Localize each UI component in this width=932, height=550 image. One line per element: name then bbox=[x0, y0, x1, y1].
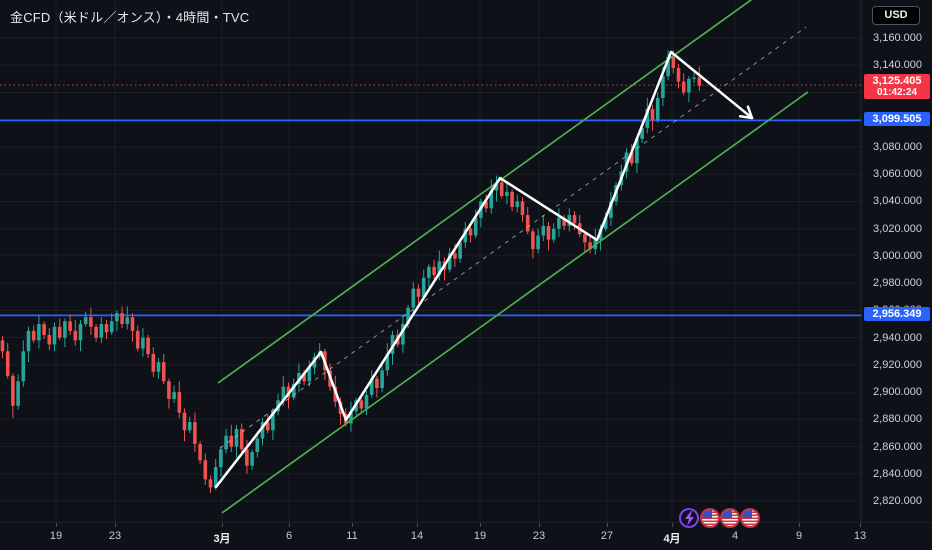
price-tick-label: 3,000.000 bbox=[873, 249, 922, 262]
time-tick-label: 23 bbox=[108, 530, 122, 542]
time-axis[interactable]: 19 23 3月 6 11 14 19 23 27 4月 4 9 13 bbox=[0, 522, 932, 550]
trend-channel[interactable] bbox=[217, 0, 809, 514]
time-tick bbox=[539, 523, 540, 527]
time-tick bbox=[799, 523, 800, 527]
time-tick-label: 3月 bbox=[213, 533, 231, 545]
time-tick bbox=[289, 523, 290, 527]
price-axis[interactable]: 3,160.0003,140.0003,120.0003,100.0003,08… bbox=[861, 0, 932, 522]
event-us-flag-icon[interactable] bbox=[700, 508, 720, 528]
time-tick-label: 4月 bbox=[663, 533, 681, 545]
time-tick-label: 11 bbox=[346, 530, 358, 542]
price-tick-label: 3,080.000 bbox=[873, 140, 922, 153]
price-tick-label: 3,060.000 bbox=[873, 168, 922, 181]
price-tick-label: 2,860.000 bbox=[873, 440, 922, 453]
price-tick-label: 2,980.000 bbox=[873, 277, 922, 290]
time-tick bbox=[860, 523, 861, 527]
price-tick-label: 2,880.000 bbox=[873, 413, 922, 426]
price-line-badge: 3,125.405 01:42:24 bbox=[864, 74, 930, 100]
time-tick bbox=[672, 523, 673, 527]
time-tick bbox=[480, 523, 481, 527]
currency-unit-button[interactable]: USD bbox=[872, 6, 920, 25]
time-tick bbox=[352, 523, 353, 527]
time-tick bbox=[115, 523, 116, 527]
time-tick-label: 13 bbox=[853, 530, 867, 542]
price-tick-label: 2,820.000 bbox=[873, 495, 922, 508]
horizontal-price-lines[interactable] bbox=[0, 84, 861, 317]
time-tick-label: 14 bbox=[410, 530, 424, 542]
price-tick-label: 3,160.000 bbox=[873, 32, 922, 44]
chart-canvas[interactable] bbox=[0, 0, 861, 522]
price-line-badge: 3,099.505 bbox=[864, 112, 930, 127]
time-tick bbox=[222, 523, 223, 527]
grid-lines bbox=[0, 0, 861, 522]
event-flash-icon[interactable] bbox=[679, 508, 699, 528]
time-tick bbox=[607, 523, 608, 527]
price-line-badge: 2,956.349 bbox=[864, 307, 930, 322]
candlestick-series bbox=[0, 50, 702, 493]
price-tick-label: 3,020.000 bbox=[873, 222, 922, 235]
time-tick-label: 9 bbox=[795, 530, 803, 542]
bar-countdown: 01:42:24 bbox=[876, 87, 918, 99]
time-tick-label: 6 bbox=[285, 530, 293, 542]
price-tick-label: 3,040.000 bbox=[873, 195, 922, 208]
time-tick-label: 23 bbox=[532, 530, 546, 542]
time-tick bbox=[417, 523, 418, 527]
event-us-flag-icon[interactable] bbox=[720, 508, 740, 528]
price-tick-label: 2,920.000 bbox=[873, 358, 922, 371]
zigzag-drawing[interactable] bbox=[214, 50, 754, 489]
price-tick-label: 2,840.000 bbox=[873, 467, 922, 480]
time-tick-label: 19 bbox=[49, 530, 63, 542]
symbol-title: 金CFD（米ドル／オンス）・4時間・TVC bbox=[10, 10, 250, 25]
price-tick-label: 3,140.000 bbox=[873, 59, 922, 72]
price-tick-label: 2,940.000 bbox=[873, 331, 922, 344]
price-tick-label: 2,900.000 bbox=[873, 386, 922, 399]
time-tick bbox=[56, 523, 57, 527]
time-tick-label: 27 bbox=[600, 530, 614, 542]
time-tick-label: 4 bbox=[731, 530, 739, 542]
event-us-flag-icon[interactable] bbox=[740, 508, 760, 528]
time-tick-label: 19 bbox=[473, 530, 487, 542]
